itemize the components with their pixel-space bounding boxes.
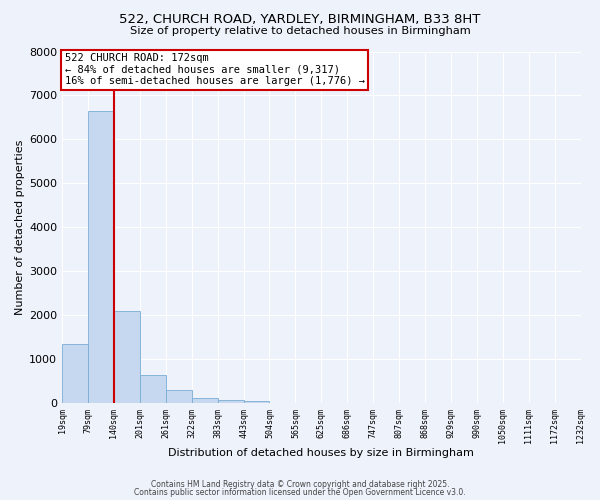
Bar xyxy=(62,344,88,404)
Y-axis label: Number of detached properties: Number of detached properties xyxy=(15,140,25,315)
Bar xyxy=(114,311,140,404)
X-axis label: Distribution of detached houses by size in Birmingham: Distribution of detached houses by size … xyxy=(169,448,474,458)
Text: 522 CHURCH ROAD: 172sqm
← 84% of detached houses are smaller (9,317)
16% of semi: 522 CHURCH ROAD: 172sqm ← 84% of detache… xyxy=(65,54,365,86)
Text: Size of property relative to detached houses in Birmingham: Size of property relative to detached ho… xyxy=(130,26,470,36)
Bar xyxy=(192,398,218,404)
Text: Contains HM Land Registry data © Crown copyright and database right 2025.: Contains HM Land Registry data © Crown c… xyxy=(151,480,449,489)
Bar xyxy=(218,400,244,404)
Bar xyxy=(140,375,166,404)
Text: 522, CHURCH ROAD, YARDLEY, BIRMINGHAM, B33 8HT: 522, CHURCH ROAD, YARDLEY, BIRMINGHAM, B… xyxy=(119,12,481,26)
Text: Contains public sector information licensed under the Open Government Licence v3: Contains public sector information licen… xyxy=(134,488,466,497)
Bar xyxy=(244,402,269,404)
Bar xyxy=(166,390,192,404)
Bar xyxy=(88,111,114,404)
